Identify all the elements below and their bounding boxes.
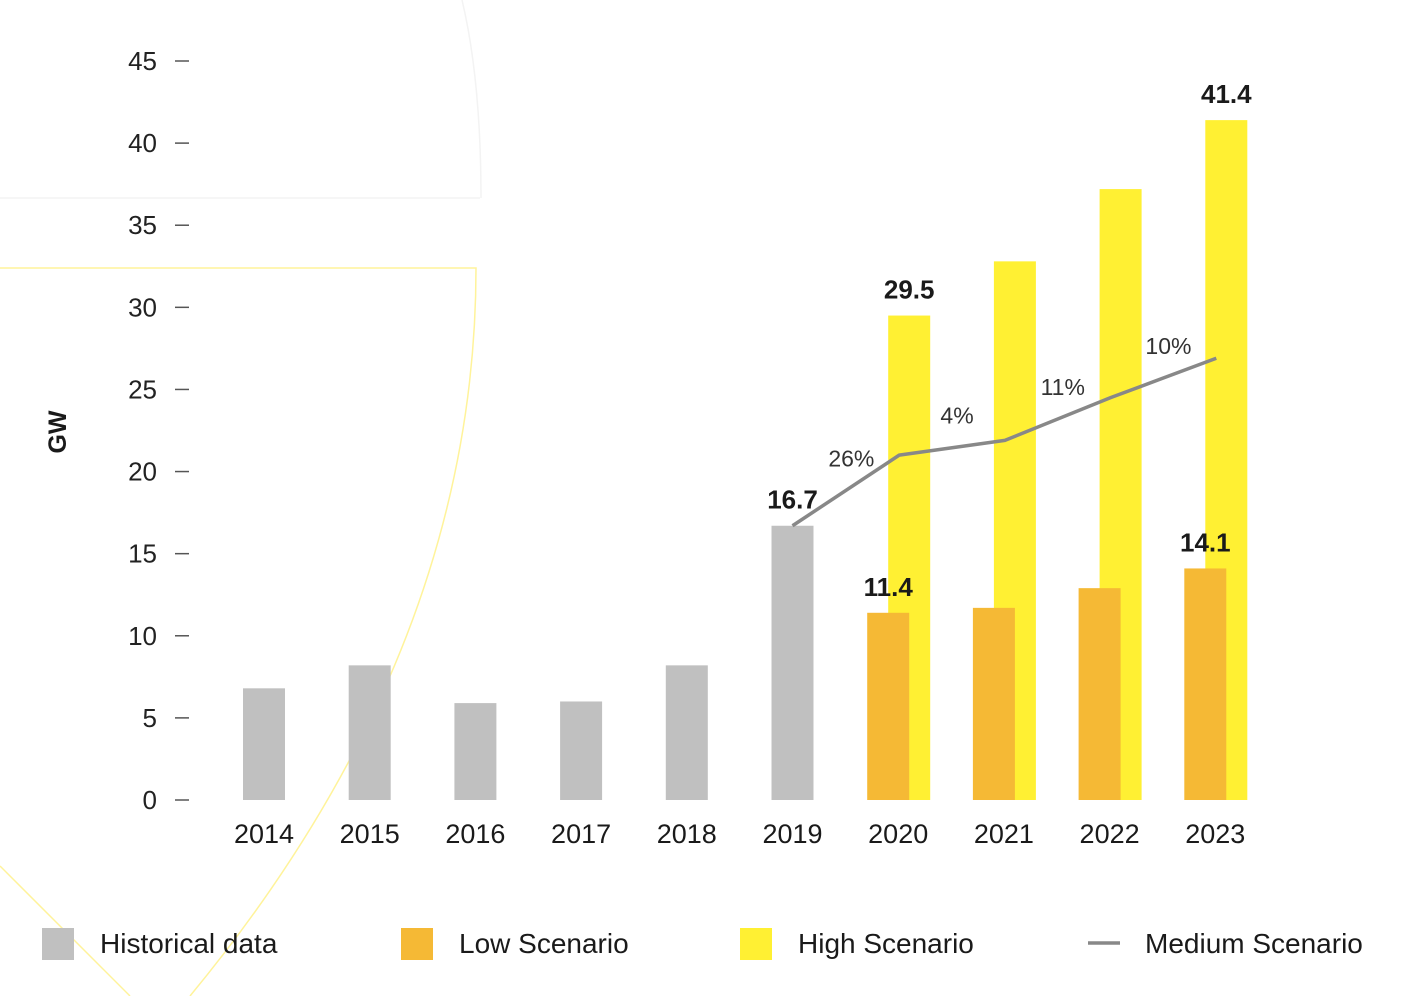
- bars: [243, 120, 1248, 801]
- x-tick-label-2019: 2019: [762, 819, 822, 849]
- bar-low-scenario-2022: [1078, 588, 1121, 800]
- legend-marker-low-scenario: [401, 928, 433, 960]
- x-tick-label-2014: 2014: [234, 819, 294, 849]
- x-tick-label-2021: 2021: [974, 819, 1034, 849]
- y-tick-label-20: 20: [128, 457, 157, 487]
- y-tick-label-40: 40: [128, 128, 157, 158]
- y-tick-label-0: 0: [143, 785, 157, 815]
- x-tick-label-2015: 2015: [340, 819, 400, 849]
- growth-label-2021: 4%: [940, 403, 973, 429]
- medium-scenario-line: [791, 356, 1217, 528]
- data-labels: 16.7 11.4 29.5 14.1 41.4 26% 4% 11% 10%: [767, 79, 1252, 602]
- y-tick-label-25: 25: [128, 374, 157, 404]
- growth-label-2023: 10%: [1145, 333, 1191, 359]
- bar-historical-data-2019: [771, 525, 814, 800]
- data-label-high-scenario-2020: 29.5: [884, 275, 935, 305]
- y-axis: 0 5 10 15 20 25 30 35 40 45: [128, 46, 189, 815]
- y-tick-label-15: 15: [128, 539, 157, 569]
- x-tick-label-2022: 2022: [1080, 819, 1140, 849]
- bar-historical-data-2015: [348, 665, 391, 800]
- x-tick-label-2018: 2018: [657, 819, 717, 849]
- legend-label-high-scenario: High Scenario: [798, 928, 974, 959]
- legend-marker-historical-data: [42, 928, 74, 960]
- growth-label-2022: 11%: [1041, 374, 1085, 400]
- decorative-background-outline: [0, 0, 482, 996]
- x-tick-label-2020: 2020: [868, 819, 928, 849]
- legend: Historical data Low Scenario High Scenario…: [42, 928, 1363, 960]
- legend-label-medium-scenario: Medium Scenario: [1145, 928, 1363, 959]
- y-tick-label-5: 5: [143, 703, 157, 733]
- y-axis-title: GW: [44, 410, 72, 453]
- x-tick-label-2017: 2017: [551, 819, 611, 849]
- bar-historical-data-2016: [454, 703, 497, 800]
- bar-low-scenario-2023: [1184, 568, 1227, 800]
- bar-historical-data-2014: [243, 688, 285, 800]
- bar-historical-data-2018: [665, 665, 708, 800]
- bar-low-scenario-2020: [867, 612, 910, 800]
- data-label-low-scenario-2020: 11.4: [864, 572, 914, 602]
- y-tick-label-45: 45: [128, 46, 157, 76]
- bar-low-scenario-2021: [972, 607, 1015, 800]
- x-tick-label-2016: 2016: [445, 819, 505, 849]
- legend-label-low-scenario: Low Scenario: [459, 928, 629, 959]
- bar-historical-data-2017: [560, 701, 603, 800]
- legend-label-historical-data: Historical data: [100, 928, 278, 959]
- data-label-high-scenario-2023: 41.4: [1201, 79, 1252, 109]
- y-tick-label-35: 35: [128, 210, 157, 240]
- growth-label-2020: 26%: [828, 445, 874, 471]
- x-tick-label-2023: 2023: [1185, 819, 1245, 849]
- y-tick-label-30: 30: [128, 292, 157, 322]
- x-axis: 2014 2015 2016 2017 2018 2019 2020 2021 2022 2023: [234, 819, 1245, 849]
- legend-marker-high-scenario: [740, 928, 772, 960]
- y-tick-label-10: 10: [128, 621, 157, 651]
- medium-scenario-line-layer: [791, 356, 1217, 528]
- data-label-low-scenario-2023: 14.1: [1180, 527, 1231, 557]
- data-label-historical-data-2019: 16.7: [767, 485, 818, 515]
